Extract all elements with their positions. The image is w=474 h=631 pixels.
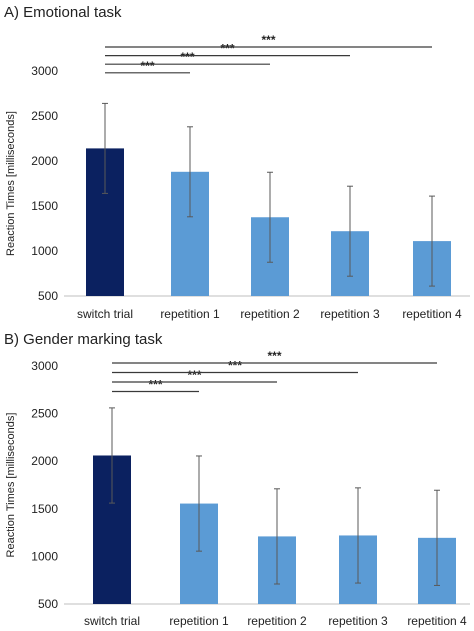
x-category-label: repetition 3 bbox=[320, 307, 380, 321]
chart-title: B) Gender marking task bbox=[4, 331, 163, 348]
significance-label: *** bbox=[180, 50, 194, 64]
x-category-label: repetition 2 bbox=[240, 307, 300, 321]
chart-panel-a: A) Emotional task Reaction Times [millise… bbox=[4, 4, 470, 321]
x-category-label: switch trial bbox=[77, 307, 133, 321]
y-tick-label: 3000 bbox=[31, 359, 58, 373]
y-tick-label: 1500 bbox=[31, 502, 58, 516]
significance-label: *** bbox=[187, 368, 201, 382]
x-category-label: repetition 1 bbox=[169, 614, 229, 628]
significance-label: *** bbox=[140, 59, 154, 73]
y-axis-label: Reaction Times [milliseconds] bbox=[5, 413, 17, 558]
y-tick-label: 500 bbox=[38, 289, 58, 303]
significance-label: *** bbox=[148, 378, 162, 392]
chart-title: A) Emotional task bbox=[4, 4, 122, 21]
y-tick-label: 2500 bbox=[31, 407, 58, 421]
y-tick-label: 1000 bbox=[31, 244, 58, 258]
y-tick-label: 2000 bbox=[31, 154, 58, 168]
significance-label: *** bbox=[261, 33, 275, 47]
x-category-label: repetition 4 bbox=[402, 307, 462, 321]
x-category-label: repetition 2 bbox=[247, 614, 307, 628]
y-tick-label: 2500 bbox=[31, 109, 58, 123]
significance-label: *** bbox=[220, 42, 234, 56]
x-category-label: repetition 4 bbox=[407, 614, 467, 628]
y-tick-label: 3000 bbox=[31, 64, 58, 78]
y-tick-label: 500 bbox=[38, 597, 58, 611]
chart-panel-b: B) Gender marking task Reaction Times [mi… bbox=[4, 331, 470, 628]
y-tick-label: 1500 bbox=[31, 199, 58, 213]
x-category-label: repetition 1 bbox=[160, 307, 220, 321]
significance-label: *** bbox=[267, 349, 281, 363]
significance-label: *** bbox=[228, 359, 242, 373]
y-tick-label: 2000 bbox=[31, 454, 58, 468]
y-axis-label: Reaction Times [milliseconds] bbox=[5, 111, 17, 256]
y-tick-label: 1000 bbox=[31, 549, 58, 563]
x-category-label: switch trial bbox=[84, 614, 140, 628]
x-category-label: repetition 3 bbox=[328, 614, 388, 628]
